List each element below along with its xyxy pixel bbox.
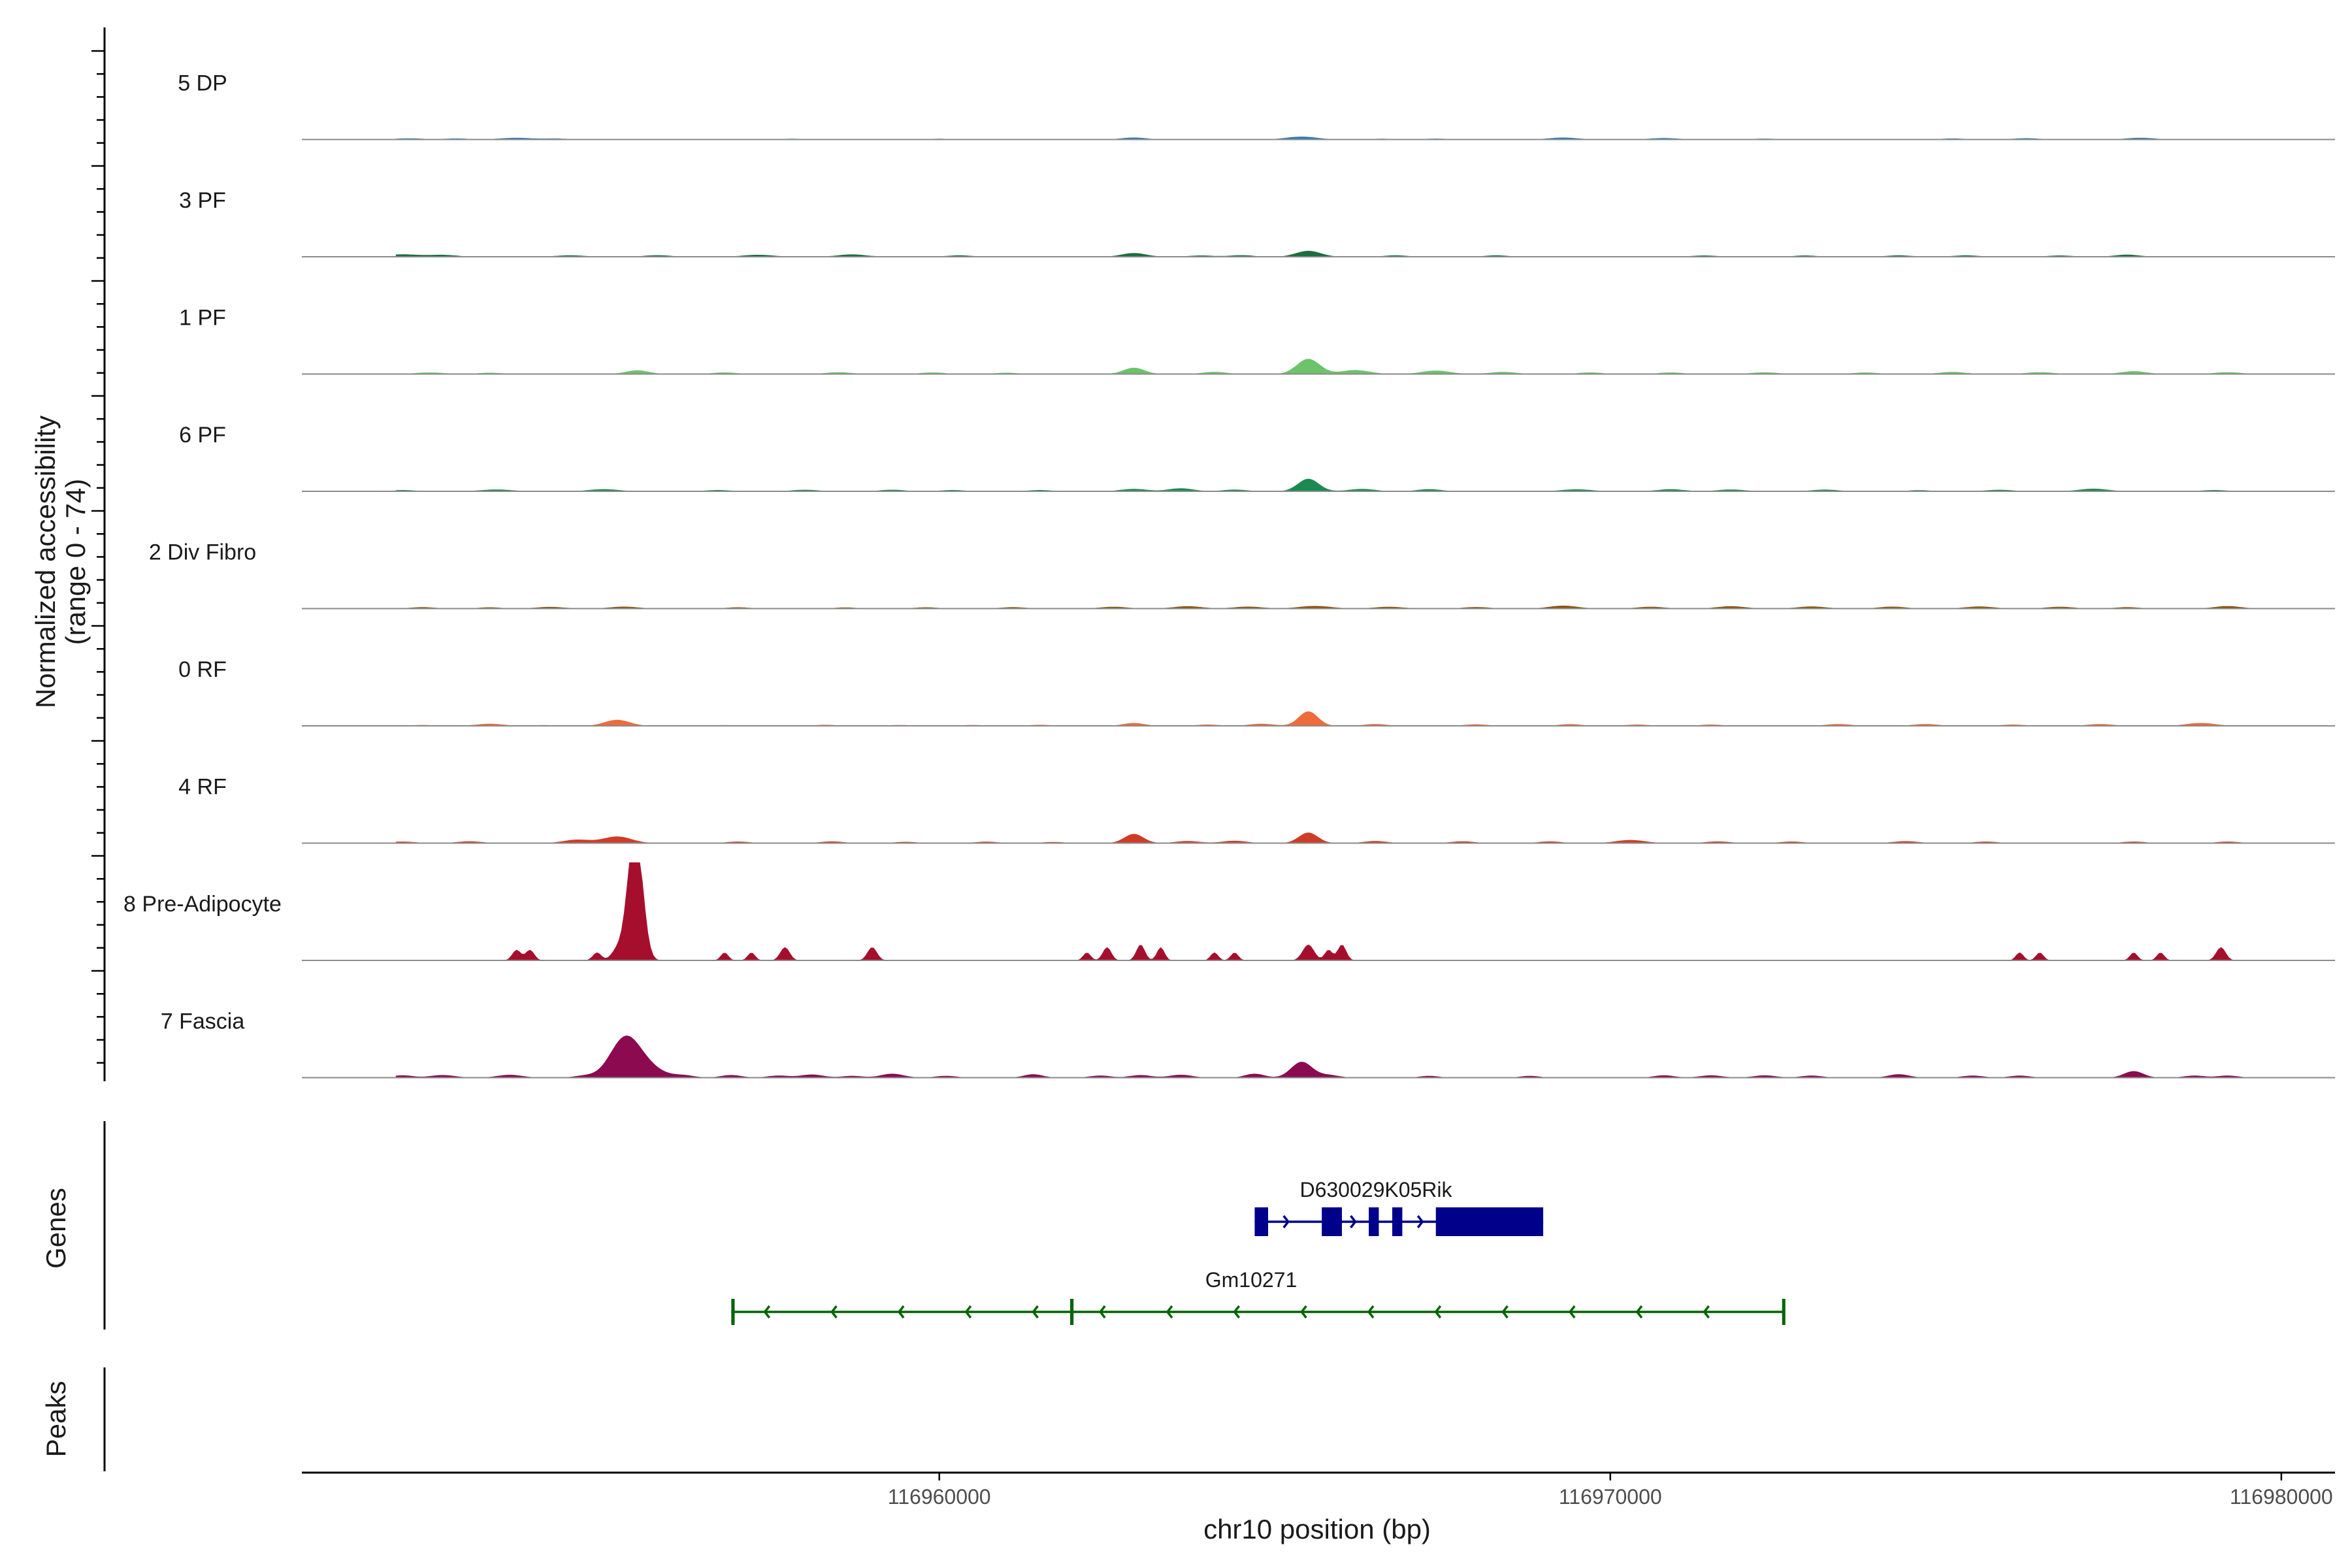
track-label: 5 DP	[178, 71, 227, 96]
track-3-pf: 3 PF	[179, 188, 2335, 257]
gene-exon	[1322, 1207, 1342, 1236]
strand-arrow	[1233, 1305, 1241, 1319]
x-tick-label: 116980000	[2230, 1485, 2333, 1509]
track-label: 3 PF	[179, 188, 226, 213]
strand-arrow	[1166, 1305, 1173, 1319]
strand-arrow	[1367, 1305, 1375, 1319]
track-label: 8 Pre-Adipocyte	[123, 892, 282, 917]
gene-label: Gm10271	[1205, 1268, 1298, 1292]
coverage-area	[395, 832, 2255, 843]
x-tick-label: 116970000	[1559, 1485, 1662, 1509]
coverage-area	[395, 478, 2255, 491]
track-6-pf: 6 PF	[179, 423, 2335, 492]
x-tick-label: 116960000	[888, 1485, 991, 1509]
left-axes	[91, 27, 106, 1471]
track-4-rf: 4 RF	[178, 775, 2335, 844]
coverage-area	[395, 359, 2255, 374]
track-5-dp: 5 DP	[178, 71, 2335, 140]
strand-arrow	[1501, 1305, 1509, 1319]
track-label: 1 PF	[179, 306, 226, 331]
track-7-fascia: 7 Fascia	[161, 1009, 2335, 1079]
strand-arrow	[1635, 1305, 1643, 1319]
coverage-tracks: 5 DP 3 PF 1 PF 6 PF 2 Div Fibro 0 RF 4 RF 8 Pre…	[123, 71, 2335, 1079]
track-label: 7 Fascia	[161, 1009, 245, 1034]
gene-exon	[1435, 1207, 1544, 1236]
strand-arrow	[830, 1305, 838, 1319]
strand-arrow	[1032, 1305, 1039, 1319]
track-label: 4 RF	[178, 775, 227, 800]
gene-exon	[1392, 1207, 1403, 1236]
track-8-pre-adipocyte: 8 Pre-Adipocyte	[123, 862, 2335, 961]
track-0-rf: 0 RF	[178, 657, 2335, 727]
coverage-area	[395, 711, 2255, 726]
strand-arrow	[964, 1305, 972, 1319]
coverage-area	[395, 1036, 2255, 1078]
gene-label: D630029K05Rik	[1299, 1178, 1452, 1201]
x-axis-ticks: 116960000 116970000 116980000	[888, 1473, 2333, 1509]
gene-exon	[1254, 1207, 1268, 1236]
strand-arrow	[1416, 1215, 1424, 1229]
strand-arrow	[763, 1305, 771, 1319]
strand-arrow	[1282, 1215, 1290, 1229]
coverage-area	[395, 250, 2255, 257]
strand-arrow	[1300, 1305, 1307, 1319]
genes-panel-label: Genes	[41, 1188, 71, 1269]
track-label: 2 Div Fibro	[149, 540, 256, 565]
gene-exon	[1369, 1207, 1379, 1236]
coverage-area	[395, 606, 2255, 609]
gene-d630029k05rik: D630029K05Rik	[1254, 1178, 1544, 1236]
strand-arrow	[1568, 1305, 1576, 1319]
y-axis-title-line2: (range 0 - 74)	[60, 479, 91, 645]
y-axis-title: Normalized accessibility (range 0 - 74)	[30, 416, 91, 708]
strand-arrow	[1434, 1305, 1442, 1319]
strand-arrow	[1350, 1215, 1357, 1229]
track-label: 0 RF	[178, 657, 227, 682]
track-label: 6 PF	[179, 423, 226, 448]
y-axis-title-line1: Normalized accessibility	[30, 416, 61, 708]
strand-arrow	[897, 1305, 905, 1319]
peaks-panel-label: Peaks	[41, 1381, 71, 1458]
track-2-div-fibro: 2 Div Fibro	[149, 540, 2335, 610]
x-axis-title: chr10 position (bp)	[1203, 1514, 1431, 1544]
gene-exon	[1782, 1299, 1786, 1325]
strand-arrow	[1703, 1305, 1710, 1319]
track-1-pf: 1 PF	[179, 306, 2335, 375]
gene-exon	[1070, 1299, 1074, 1325]
strand-arrow	[1098, 1305, 1106, 1319]
gene-exon	[731, 1299, 735, 1325]
coverage-area	[395, 862, 2255, 960]
gene-gm10271: Gm10271	[731, 1268, 1786, 1325]
genes-panel: D630029K05Rik Gm10271	[731, 1178, 1786, 1325]
